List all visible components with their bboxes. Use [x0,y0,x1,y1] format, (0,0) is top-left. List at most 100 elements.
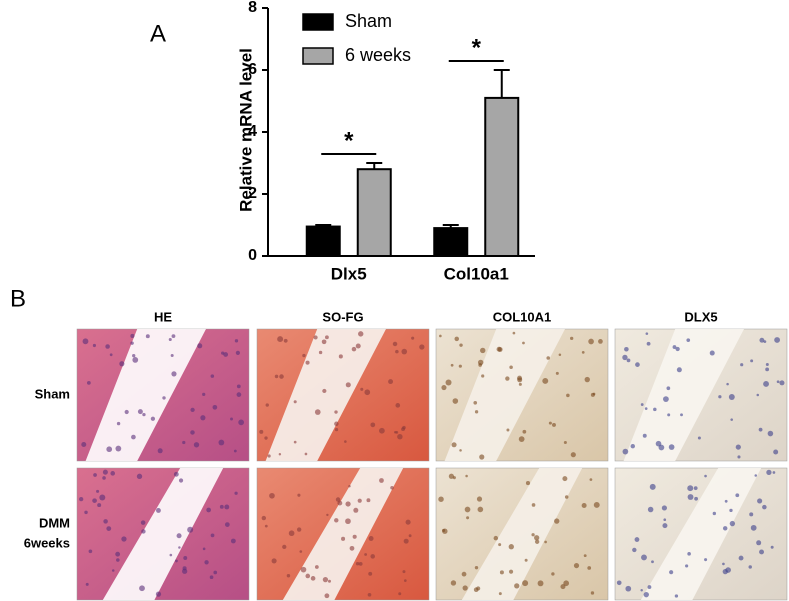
cell [729,508,733,513]
bar [484,96,520,258]
cell [202,547,206,551]
cell [663,518,667,522]
cell [305,573,311,579]
panel-label: B [10,285,26,312]
cell [464,506,471,513]
cell [748,565,752,569]
cell [360,387,364,391]
cell [193,442,200,448]
cell [481,374,485,378]
cell [439,334,442,338]
cell [587,566,592,570]
cell [598,339,603,344]
cell [124,409,129,415]
cell [402,570,406,574]
cell [93,473,97,477]
cell [584,376,590,383]
cell [759,549,764,555]
column-header: DLX5 [684,309,717,324]
cell [327,579,331,583]
cell [130,341,134,345]
cell [709,350,715,356]
cell [735,444,741,450]
cell [735,493,740,498]
cell [632,547,637,553]
legend-label: Sham [345,11,392,31]
cell [669,570,674,575]
cell [459,343,463,347]
cell [297,493,301,497]
legend-label: 6 weeks [345,45,411,65]
cell [411,336,415,340]
cell [277,336,284,343]
cell [238,419,245,426]
cell [661,505,667,511]
cell [345,501,351,507]
cell [322,388,327,394]
cell [405,519,411,525]
cell [680,413,683,417]
cell [261,515,267,521]
cell [498,592,502,596]
cell [324,593,330,599]
cell [461,571,467,577]
cell [522,341,525,345]
cell [110,471,116,476]
cell [441,384,447,391]
significance-mark: * [344,127,354,154]
cell [462,585,468,591]
cell [182,568,188,574]
cell [379,478,384,483]
cell [210,533,215,538]
cell [477,359,484,366]
cell [141,529,146,534]
cell [562,476,568,482]
cell [758,427,763,432]
cell [401,348,408,355]
cell [271,558,277,564]
cell [106,446,113,453]
cell [352,534,357,539]
cell [218,439,225,446]
cell [388,379,394,385]
column-header: HE [154,309,172,324]
cell [589,478,593,481]
cell [358,561,363,566]
row-label: 6weeks [24,535,70,550]
y-tick-label: 4 [248,123,257,140]
cell [390,485,394,490]
cell [368,571,373,576]
cell [334,428,339,432]
cell [512,331,516,335]
cell [663,396,669,403]
cell [267,454,271,458]
column-header: COL10A1 [493,309,552,324]
cell [522,429,527,434]
cell [131,434,136,440]
cell [558,353,562,357]
cell [169,553,173,557]
cell [304,452,308,456]
cell [419,344,425,350]
cell [355,343,361,349]
cell [398,592,402,596]
cell [302,353,306,358]
cell [395,349,399,354]
cell [81,441,87,448]
cell [658,444,665,451]
cell [293,400,297,404]
cell [190,430,195,435]
cell [560,584,566,590]
cell [259,429,264,434]
cell [353,507,359,513]
cell [496,346,502,352]
cell [234,491,238,495]
cell [704,558,708,562]
cell [772,471,776,474]
cell [86,381,91,385]
cell [514,583,520,589]
cell [518,436,525,442]
cell [88,549,93,554]
cell [552,422,556,427]
